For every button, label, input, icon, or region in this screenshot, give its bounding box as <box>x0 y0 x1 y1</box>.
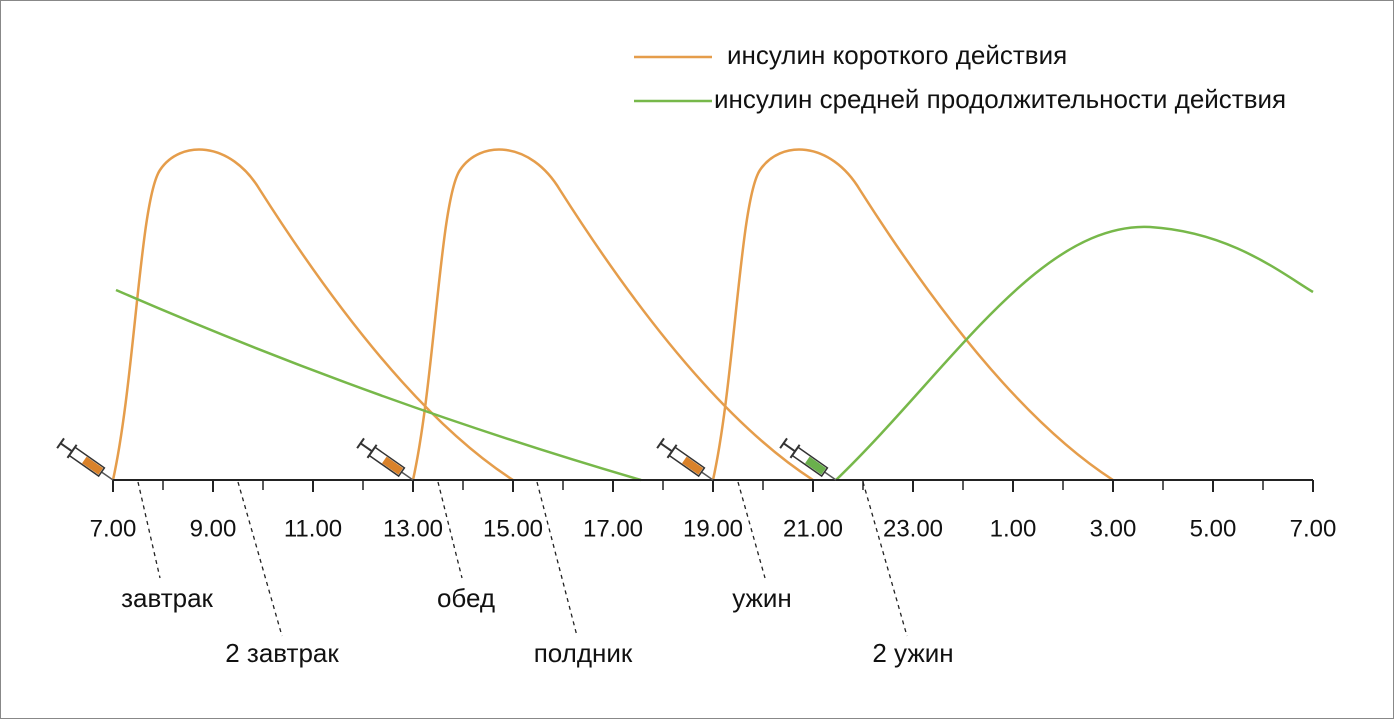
flange <box>66 444 78 459</box>
curves <box>111 148 1314 482</box>
syringe-icon <box>356 437 414 481</box>
medium-insulin-curve <box>115 288 642 482</box>
time-label: 3.00 <box>1090 515 1137 542</box>
liquid <box>382 456 404 475</box>
liquid <box>682 456 704 475</box>
flange <box>789 444 801 459</box>
legend-label: инсулин короткого действия <box>727 40 1067 70</box>
time-label: 17.00 <box>583 515 643 542</box>
time-label: 23.00 <box>883 515 943 542</box>
short-insulin-curve <box>111 148 514 482</box>
short-insulin-curve <box>711 148 1114 482</box>
needle <box>701 471 714 481</box>
time-label: 9.00 <box>190 515 237 542</box>
legend-label: инсулин средней продолжительности действ… <box>714 84 1286 114</box>
flange <box>666 444 678 459</box>
meal-label: 2 завтрак <box>225 638 339 668</box>
plunger-head <box>356 437 365 449</box>
syringe-icon <box>779 437 837 481</box>
time-label: 13.00 <box>383 515 443 542</box>
medium-insulin-curve <box>835 225 1314 481</box>
plunger-head <box>656 437 665 449</box>
needle <box>401 471 414 481</box>
plunger <box>360 442 373 453</box>
short-insulin-curve <box>411 148 814 482</box>
liquid <box>805 456 827 475</box>
plunger <box>660 442 673 453</box>
liquid <box>82 456 104 475</box>
leader-line <box>862 481 908 637</box>
plunger <box>783 442 796 453</box>
time-label: 7.00 <box>1290 515 1337 542</box>
meal-leaders <box>137 481 908 637</box>
meal-label: завтрак <box>121 583 213 613</box>
meal-label: полдник <box>534 638 633 668</box>
plunger-head <box>56 437 65 449</box>
meal-label: обед <box>437 583 495 613</box>
syringe-icon <box>656 437 714 481</box>
ticks: 7.00 9.00 11.00 13.00 15.00 17.00 19.00 21.00 23… <box>90 480 1337 542</box>
leader-line <box>737 481 766 579</box>
needle <box>101 471 114 481</box>
meal-label: 2 ужин <box>872 638 953 668</box>
plunger <box>60 442 73 453</box>
flange <box>366 444 378 459</box>
time-label: 21.00 <box>783 515 843 542</box>
time-label: 15.00 <box>483 515 543 542</box>
time-label: 7.00 <box>90 515 137 542</box>
time-label: 5.00 <box>1190 515 1237 542</box>
needle <box>824 471 837 481</box>
time-label: 1.00 <box>990 515 1037 542</box>
leader-line <box>536 481 578 637</box>
meal-label: ужин <box>732 583 792 613</box>
leader-line <box>237 481 283 637</box>
leader-line <box>437 481 463 579</box>
leader-line <box>137 481 161 579</box>
syringe-icon <box>56 437 114 481</box>
time-label: 11.00 <box>284 515 342 542</box>
time-label: 19.00 <box>683 515 743 542</box>
syringes <box>56 437 837 481</box>
plunger-head <box>779 437 788 449</box>
